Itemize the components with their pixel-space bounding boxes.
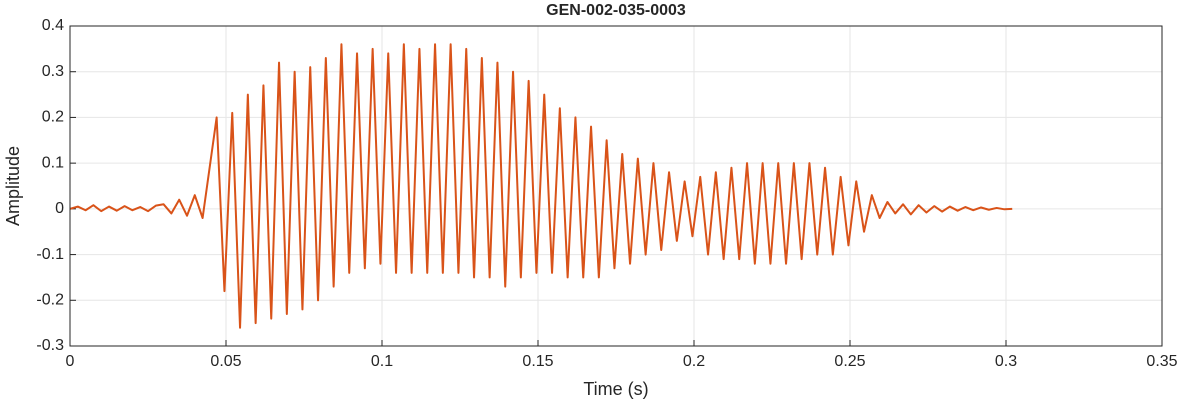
x-axis-label: Time (s) [583,379,648,399]
x-tick-label: 0.2 [683,353,705,370]
y-tick-label: 0.3 [42,63,64,80]
x-tick-label: 0.35 [1146,353,1177,370]
x-tick-label: 0.05 [210,353,241,370]
y-tick-label: -0.1 [36,246,64,263]
x-tick-label: 0 [66,353,75,370]
chart-title: GEN-002-035-0003 [546,2,686,19]
plot-frame [69,25,1163,347]
x-tick-label: 0.3 [995,353,1017,370]
x-tick-label: 0.25 [834,353,865,370]
y-tick-label: 0 [55,200,64,217]
y-axis-label: Amplitude [3,146,23,226]
y-tick-label: -0.3 [36,337,64,354]
x-tick-label: 0.1 [371,353,393,370]
waveform [69,43,1013,329]
y-tick-label: 0.2 [42,109,64,126]
x-tick-label: 0.15 [522,353,553,370]
y-tick-label: 0.1 [42,154,64,171]
y-tick-label: 0.4 [42,17,64,34]
y-tick-label: -0.2 [36,292,64,309]
